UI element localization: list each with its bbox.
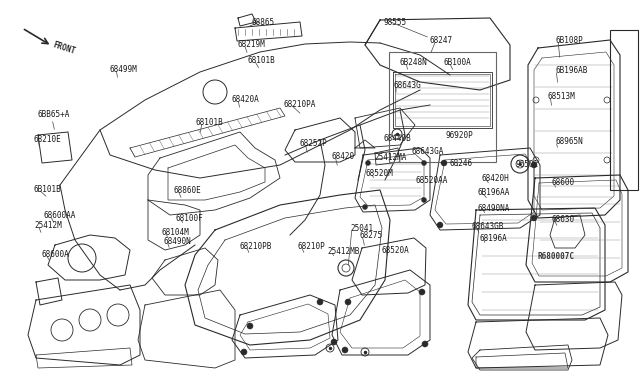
Text: 68643G: 68643G [394, 81, 422, 90]
Circle shape [422, 198, 426, 202]
Text: 68643GB: 68643GB [472, 222, 504, 231]
Circle shape [342, 347, 348, 353]
Circle shape [241, 349, 247, 355]
Text: 68513M: 68513M [548, 92, 576, 101]
Circle shape [531, 215, 537, 221]
Text: 68499M: 68499M [110, 65, 138, 74]
Text: 68420A: 68420A [232, 95, 260, 104]
Text: 96920P: 96920P [446, 131, 474, 140]
Text: 68520AA: 68520AA [415, 176, 447, 185]
Text: 68275: 68275 [359, 231, 382, 240]
Text: 25412M: 25412M [34, 221, 61, 230]
Text: 6B108P: 6B108P [556, 36, 584, 45]
Text: 68600: 68600 [552, 178, 575, 187]
Text: 68196A: 68196A [479, 234, 507, 243]
Text: FRONT: FRONT [52, 40, 77, 56]
Text: 68865: 68865 [252, 18, 275, 27]
Circle shape [422, 160, 426, 166]
Text: 25412MA: 25412MA [374, 153, 406, 162]
Text: 68420H: 68420H [481, 174, 509, 183]
Text: 6B101B: 6B101B [34, 185, 61, 194]
Text: 68630: 68630 [552, 215, 575, 224]
Circle shape [331, 339, 337, 345]
Text: 68520M: 68520M [365, 169, 393, 178]
Circle shape [317, 299, 323, 305]
Text: 68490NA: 68490NA [478, 204, 510, 213]
Text: 68520A: 68520A [382, 246, 410, 255]
Text: 68219M: 68219M [238, 40, 266, 49]
Circle shape [419, 289, 425, 295]
Text: 25412MB: 25412MB [327, 247, 360, 256]
Text: 68247: 68247 [430, 36, 453, 45]
Text: 68210P: 68210P [297, 242, 324, 251]
Bar [389, 52, 496, 162]
Text: 68210PA: 68210PA [284, 100, 316, 109]
Text: 68210E: 68210E [34, 135, 61, 144]
Text: 68490N: 68490N [163, 237, 191, 246]
Text: 68104M: 68104M [162, 228, 189, 237]
Text: 68100F: 68100F [176, 214, 204, 223]
Text: 68246: 68246 [449, 159, 472, 168]
Text: 68965N: 68965N [555, 137, 583, 146]
Text: 68600AA: 68600AA [44, 211, 76, 220]
Text: 6B196AB: 6B196AB [555, 66, 588, 75]
Text: 6B196AA: 6B196AA [478, 188, 510, 197]
Text: 68420: 68420 [332, 152, 355, 161]
Text: 6B100A: 6B100A [443, 58, 471, 67]
Circle shape [345, 299, 351, 305]
Text: 6B248N: 6B248N [400, 58, 428, 67]
Circle shape [362, 205, 367, 209]
Text: 68860E: 68860E [174, 186, 202, 195]
Text: 68101B: 68101B [196, 118, 224, 127]
Text: 98555: 98555 [383, 18, 406, 27]
Circle shape [441, 160, 447, 166]
Text: 6BB65+A: 6BB65+A [38, 110, 70, 119]
Circle shape [247, 323, 253, 329]
Text: 96501: 96501 [516, 160, 539, 169]
Circle shape [437, 222, 443, 228]
Text: 68600A: 68600A [42, 250, 70, 259]
Circle shape [422, 341, 428, 347]
Text: 68210PB: 68210PB [240, 242, 273, 251]
Text: R680007C: R680007C [537, 252, 574, 261]
Bar [610, 30, 638, 190]
Text: 68643GA: 68643GA [412, 147, 444, 156]
Circle shape [531, 162, 537, 168]
Circle shape [365, 160, 371, 166]
Text: 25041: 25041 [350, 224, 373, 233]
Text: 68101B: 68101B [248, 56, 276, 65]
Text: 68440B: 68440B [383, 134, 411, 143]
Text: 68252P: 68252P [299, 139, 327, 148]
